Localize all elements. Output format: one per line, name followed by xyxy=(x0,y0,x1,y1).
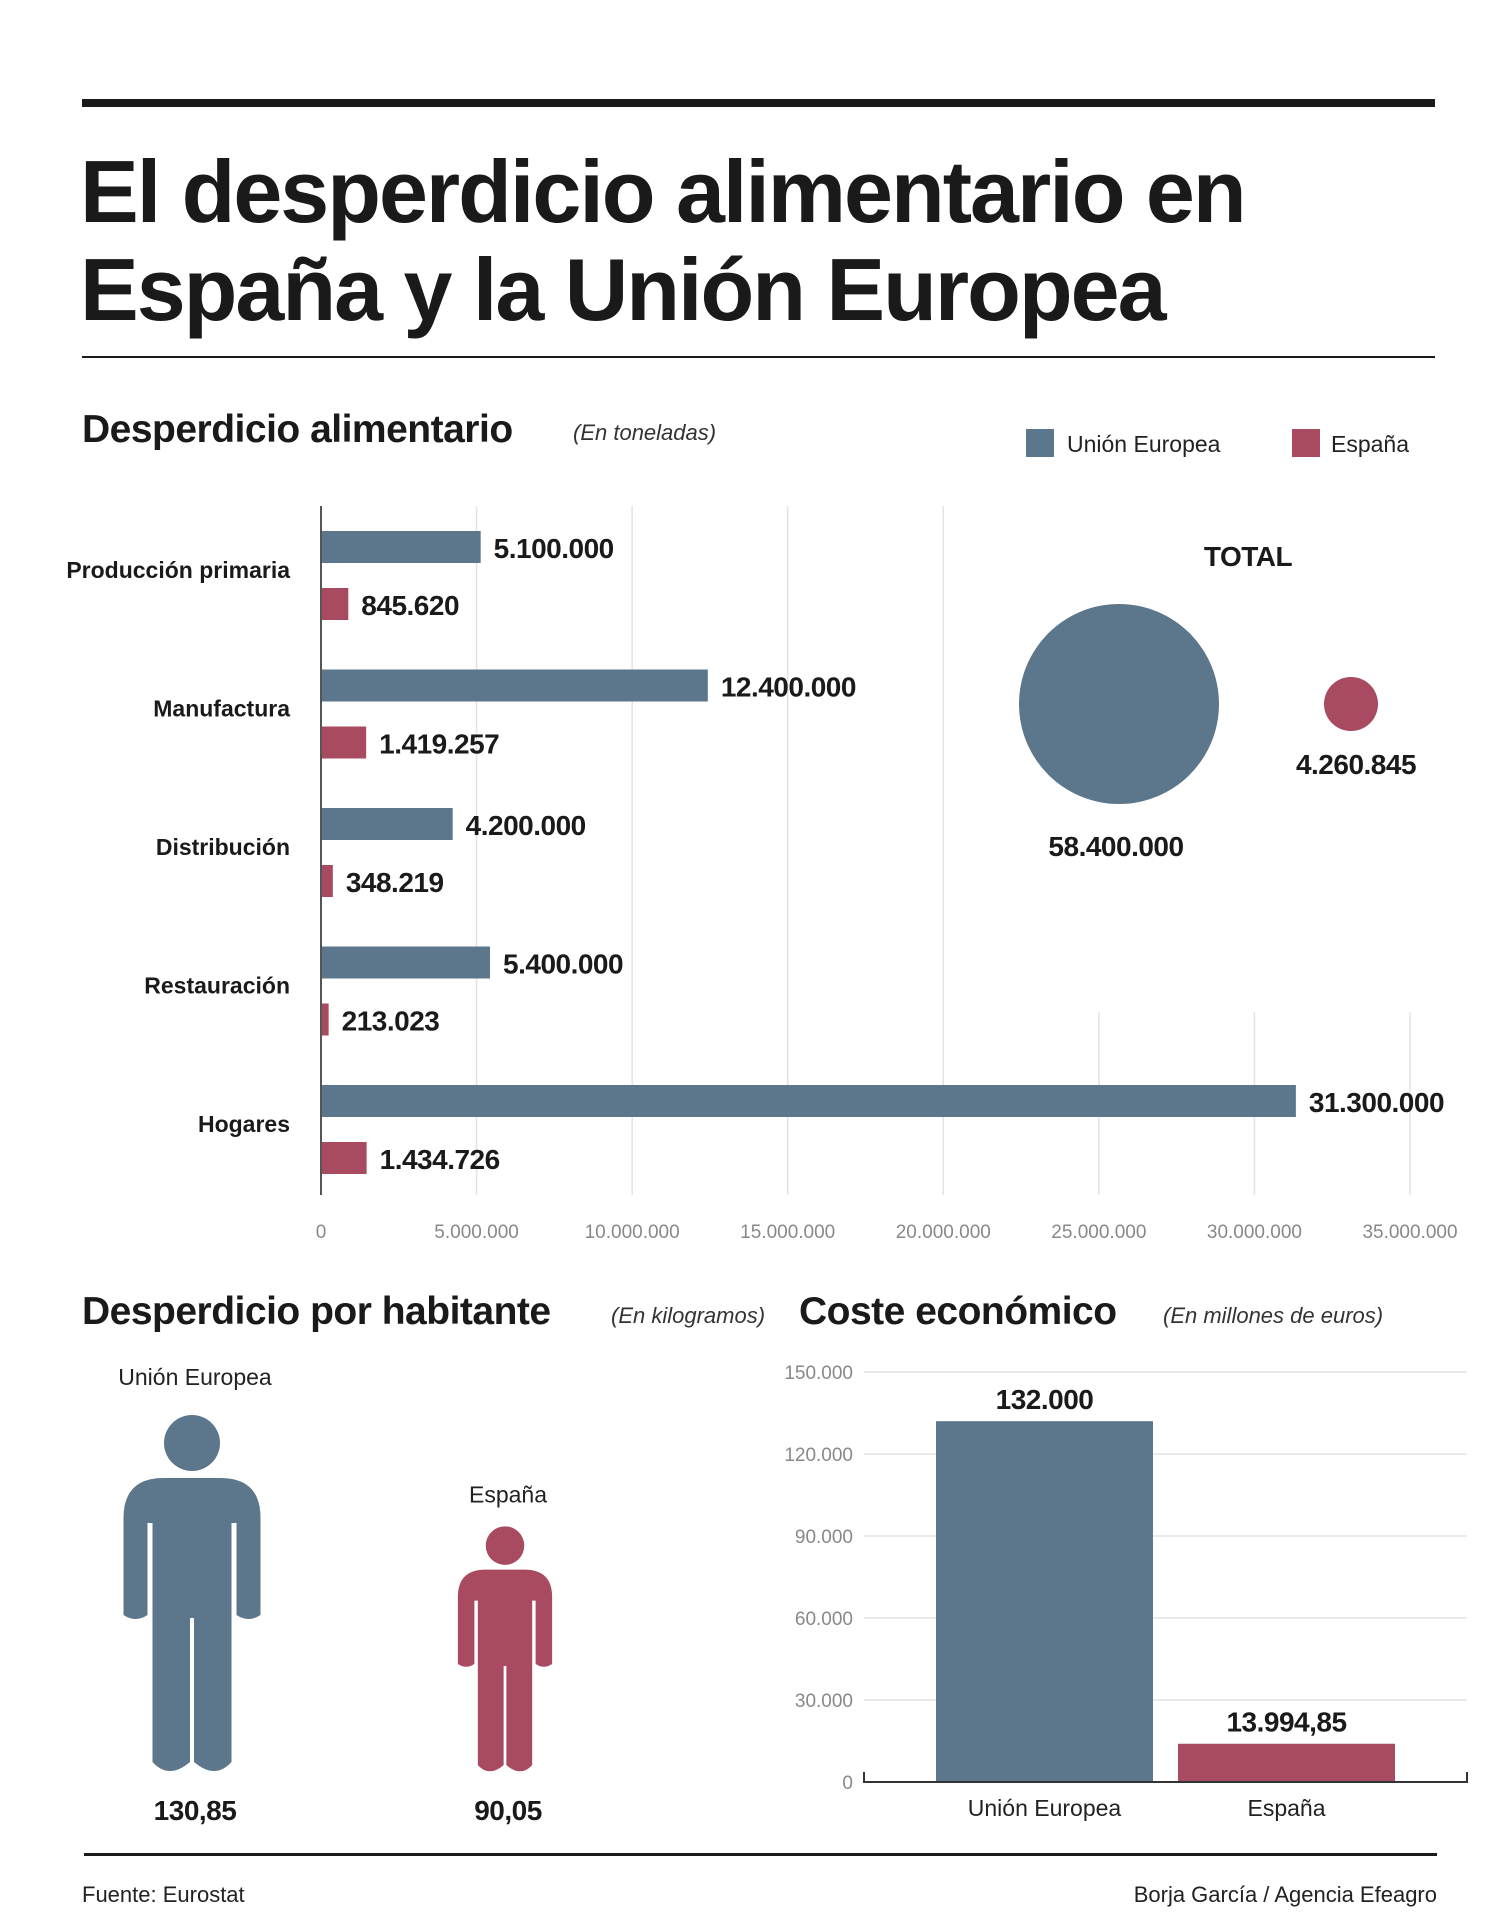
cost-value-label: 13.994,85 xyxy=(1226,1707,1346,1738)
bar-eu xyxy=(322,946,491,979)
cost-subtitle: (En millones de euros) xyxy=(1163,1303,1383,1328)
x-tick-label: 5.000.000 xyxy=(434,1222,519,1243)
bar-value-label: 1.419.257 xyxy=(379,729,499,760)
bar-value-label: 1.434.726 xyxy=(380,1144,500,1175)
legend-swatch-es xyxy=(1292,429,1320,457)
y-tick-label: 30.000 xyxy=(795,1691,853,1712)
bar-es xyxy=(322,1003,329,1036)
category-label: Hogares xyxy=(198,1111,290,1137)
category-label: Producción primaria xyxy=(66,557,290,583)
person-head xyxy=(485,1526,525,1565)
person-icon xyxy=(457,1526,553,1772)
bar-es xyxy=(322,865,333,897)
category-label: Restauración xyxy=(144,973,290,999)
category-label: Distribución xyxy=(156,834,290,860)
bar-es xyxy=(322,1142,367,1174)
total-bubble-chart: TOTAL 58.400.000 4.260.845 xyxy=(1019,541,1417,862)
x-category-label: Unión Europea xyxy=(968,1795,1122,1821)
x-axis xyxy=(863,1772,1468,1783)
person-label: Unión Europea xyxy=(118,1364,272,1390)
bar-es xyxy=(322,726,367,759)
cost-title: Coste económico xyxy=(799,1290,1117,1333)
bar-eu xyxy=(322,808,453,840)
title-line-1: El desperdicio alimentario en xyxy=(80,142,1245,241)
bubble-label-eu: 58.400.000 xyxy=(1048,831,1183,862)
x-tick-label: 25.000.000 xyxy=(1051,1222,1146,1243)
legend: Unión Europea España xyxy=(1026,429,1409,457)
y-tick-label: 90.000 xyxy=(795,1527,853,1548)
cost-bar xyxy=(1178,1743,1395,1782)
person-body xyxy=(123,1478,261,1771)
y-tick-label: 60.000 xyxy=(795,1609,853,1630)
y-tick-label: 150.000 xyxy=(784,1363,853,1384)
x-tick-label: 10.000.000 xyxy=(585,1222,680,1243)
per-capita-pictogram: Unión Europea 130,85 España 90,05 xyxy=(118,1364,553,1826)
person-body xyxy=(457,1569,553,1772)
title-line-2: España y la Unión Europea xyxy=(80,240,1168,339)
bar-eu xyxy=(322,669,708,702)
per-capita-title: Desperdicio por habitante xyxy=(82,1290,551,1333)
category-label: Manufactura xyxy=(153,696,290,722)
bar-eu xyxy=(322,1085,1296,1117)
x-category-label: España xyxy=(1247,1795,1325,1821)
bubble-label-es: 4.260.845 xyxy=(1296,749,1416,780)
bar-value-label: 4.200.000 xyxy=(466,810,586,841)
person-icon xyxy=(123,1415,261,1771)
bar-value-label: 845.620 xyxy=(361,590,459,621)
total-title: TOTAL xyxy=(1204,541,1293,572)
legend-swatch-eu xyxy=(1026,429,1054,457)
bar-value-label: 213.023 xyxy=(342,1006,440,1037)
food-waste-title: Desperdicio alimentario xyxy=(82,408,513,451)
credit-text: Borja García / Agencia Efeagro xyxy=(1134,1882,1437,1907)
legend-label-es: España xyxy=(1331,431,1409,457)
bar-value-label: 31.300.000 xyxy=(1309,1087,1444,1118)
x-tick-label: 20.000.000 xyxy=(896,1222,991,1243)
cost-bar-chart: 0 30.000 60.000 90.000 120.000 150.000 132.000… xyxy=(784,1363,1468,1821)
bubble-eu xyxy=(1019,604,1219,804)
person-value: 90,05 xyxy=(474,1795,542,1826)
y-tick-label: 0 xyxy=(842,1773,853,1794)
x-tick-label: 35.000.000 xyxy=(1362,1222,1457,1243)
person-label: España xyxy=(469,1482,547,1508)
footer-rule xyxy=(84,1853,1437,1856)
person-value: 130,85 xyxy=(154,1795,237,1826)
x-tick-label: 0 xyxy=(316,1222,327,1243)
bar-es xyxy=(322,588,349,620)
source-text: Fuente: Eurostat xyxy=(82,1882,245,1907)
bar-value-label: 5.100.000 xyxy=(494,533,614,564)
bar-value-label: 348.219 xyxy=(346,867,444,898)
bar-value-label: 5.400.000 xyxy=(503,949,623,980)
x-tick-label: 30.000.000 xyxy=(1207,1222,1302,1243)
person-head xyxy=(164,1415,220,1471)
food-waste-subtitle: (En toneladas) xyxy=(573,420,716,445)
top-rule xyxy=(82,99,1435,107)
y-tick-label: 120.000 xyxy=(784,1445,853,1466)
cost-value-label: 132.000 xyxy=(996,1384,1094,1415)
bar-eu xyxy=(322,531,481,563)
bar-value-label: 12.400.000 xyxy=(721,672,856,703)
title-divider xyxy=(82,356,1435,358)
x-tick-label: 15.000.000 xyxy=(740,1222,835,1243)
legend-label-eu: Unión Europea xyxy=(1067,431,1221,457)
bubble-es xyxy=(1323,676,1379,732)
sector-bar-chart: 0 5.000.000 10.000.000 15.000.000 20.000.000… xyxy=(66,506,1458,1243)
per-capita-subtitle: (En kilogramos) xyxy=(611,1303,765,1328)
cost-bar xyxy=(936,1421,1153,1782)
